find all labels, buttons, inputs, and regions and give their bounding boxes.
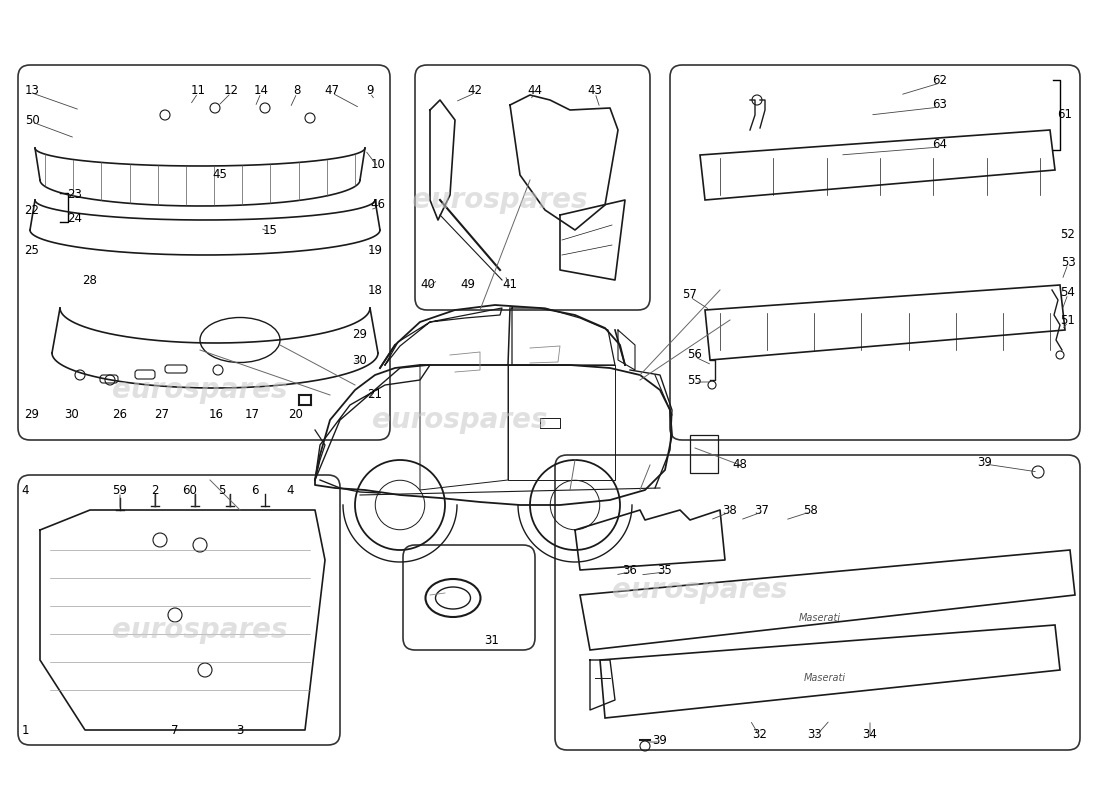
Text: 9: 9 <box>366 83 374 97</box>
Text: 4: 4 <box>21 483 29 497</box>
Text: 61: 61 <box>1057 109 1072 122</box>
Text: 22: 22 <box>24 203 40 217</box>
Text: 42: 42 <box>468 83 483 97</box>
Text: 54: 54 <box>1060 286 1076 298</box>
Text: eurospares: eurospares <box>412 186 587 214</box>
Text: 28: 28 <box>82 274 98 286</box>
Text: 50: 50 <box>24 114 40 126</box>
Text: 26: 26 <box>112 409 128 422</box>
Text: 3: 3 <box>236 723 244 737</box>
Bar <box>690 435 718 473</box>
Text: 39: 39 <box>652 734 668 746</box>
Text: 32: 32 <box>752 729 768 742</box>
Text: eurospares: eurospares <box>112 616 288 644</box>
Text: 11: 11 <box>190 83 206 97</box>
Text: 25: 25 <box>24 243 40 257</box>
Text: 24: 24 <box>67 211 82 225</box>
Text: 52: 52 <box>1060 229 1076 242</box>
Text: 34: 34 <box>862 729 878 742</box>
Text: 5: 5 <box>218 483 226 497</box>
Text: 45: 45 <box>212 169 228 182</box>
Text: eurospares: eurospares <box>613 576 788 604</box>
Text: 58: 58 <box>803 503 817 517</box>
Text: 49: 49 <box>461 278 475 291</box>
Text: 56: 56 <box>688 349 703 362</box>
Text: 59: 59 <box>112 483 128 497</box>
Text: 10: 10 <box>371 158 385 171</box>
Text: 29: 29 <box>24 409 40 422</box>
Text: 29: 29 <box>352 329 367 342</box>
Text: 55: 55 <box>688 374 703 386</box>
Text: 39: 39 <box>978 455 992 469</box>
Text: 6: 6 <box>251 483 258 497</box>
Text: 13: 13 <box>24 83 40 97</box>
Text: 46: 46 <box>371 198 385 211</box>
Text: 17: 17 <box>244 409 260 422</box>
Text: 15: 15 <box>263 223 277 237</box>
Text: 35: 35 <box>658 563 672 577</box>
Text: 36: 36 <box>623 563 637 577</box>
Text: 12: 12 <box>223 83 239 97</box>
Text: 41: 41 <box>503 278 517 291</box>
Text: 57: 57 <box>683 289 697 302</box>
Text: 51: 51 <box>1060 314 1076 326</box>
Text: 53: 53 <box>1060 255 1076 269</box>
Text: 37: 37 <box>755 503 769 517</box>
Text: 31: 31 <box>485 634 499 646</box>
Text: 18: 18 <box>367 283 383 297</box>
Text: 23: 23 <box>67 189 82 202</box>
Text: eurospares: eurospares <box>372 406 548 434</box>
Text: 19: 19 <box>367 243 383 257</box>
Text: Maserati: Maserati <box>799 613 842 623</box>
Text: 16: 16 <box>209 409 223 422</box>
Text: 27: 27 <box>154 409 169 422</box>
Text: 14: 14 <box>253 83 268 97</box>
Text: 64: 64 <box>933 138 947 151</box>
Text: 38: 38 <box>723 503 737 517</box>
Text: 47: 47 <box>324 83 340 97</box>
Text: 7: 7 <box>172 723 178 737</box>
Text: 63: 63 <box>933 98 947 111</box>
Text: 8: 8 <box>294 83 300 97</box>
Text: 30: 30 <box>353 354 367 366</box>
Text: 4: 4 <box>286 483 294 497</box>
Text: eurospares: eurospares <box>112 376 288 404</box>
Text: 20: 20 <box>288 409 304 422</box>
Text: 21: 21 <box>367 389 383 402</box>
Text: Maserati: Maserati <box>804 673 846 683</box>
Text: 33: 33 <box>807 729 823 742</box>
Text: 2: 2 <box>152 483 158 497</box>
Text: 60: 60 <box>183 483 197 497</box>
Text: 30: 30 <box>65 409 79 422</box>
Text: 62: 62 <box>933 74 947 86</box>
Text: 1: 1 <box>21 723 29 737</box>
Text: 43: 43 <box>587 83 603 97</box>
Text: 44: 44 <box>528 83 542 97</box>
Text: 48: 48 <box>733 458 747 471</box>
Text: 40: 40 <box>420 278 436 291</box>
